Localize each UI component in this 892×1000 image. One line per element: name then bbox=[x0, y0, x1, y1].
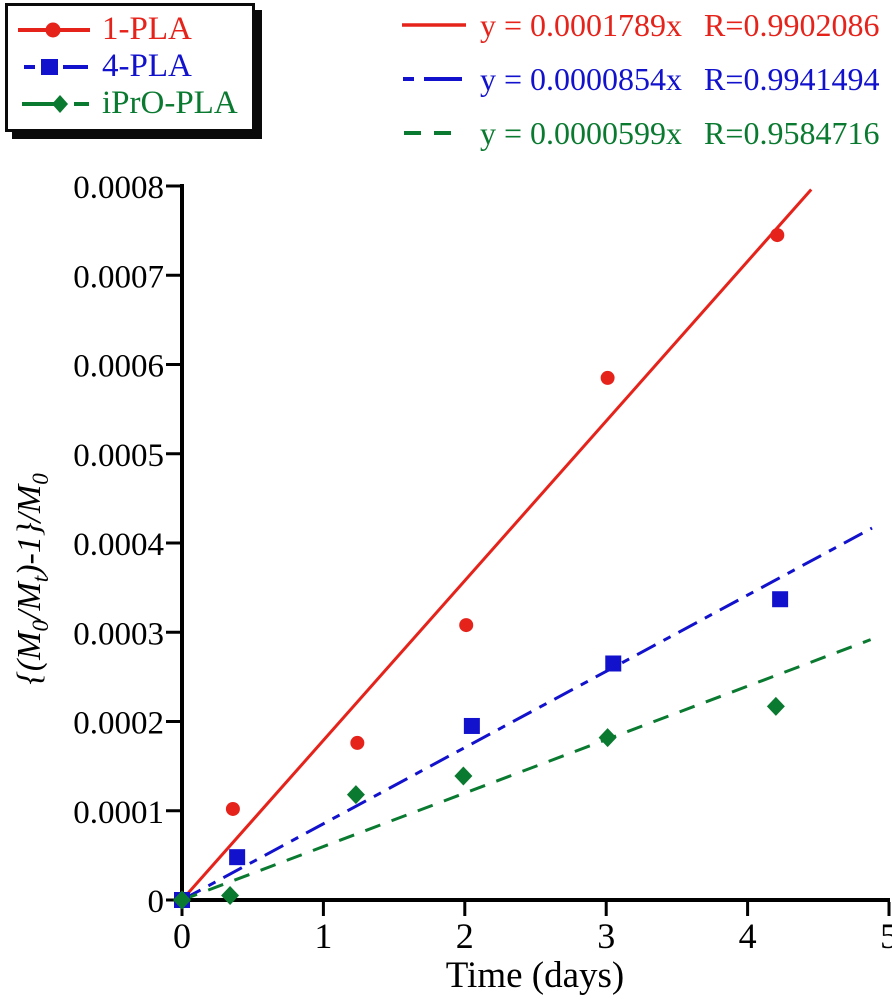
x-tick-label: 5 bbox=[880, 916, 892, 956]
equation-formula: y = 0.0000599x bbox=[480, 114, 683, 151]
dashed-line-square-marker-icon bbox=[24, 58, 88, 75]
equation-ipro-pla: y = 0.0000599x R=0.9584716 bbox=[400, 114, 879, 152]
x-tick-label: 4 bbox=[739, 916, 757, 956]
equation-r-value: R=0.9941494 bbox=[704, 60, 880, 97]
fit-line-4-PLA bbox=[181, 526, 873, 902]
dash-long-dash-line-sample-icon bbox=[403, 77, 462, 81]
legend-item-4pla: 4-PLA bbox=[16, 48, 238, 85]
y-axis-title-part: 0 bbox=[27, 473, 54, 485]
data-point-1-PLA bbox=[225, 801, 240, 816]
y-tick-label: 0.0006 bbox=[73, 349, 164, 385]
dash-dash-line-sample-icon bbox=[404, 131, 451, 135]
legend-item-ipro-pla: iPrO-PLA bbox=[16, 85, 238, 122]
equation-formula: y = 0.0000854x bbox=[480, 60, 683, 97]
y-axis-title-part: 0 bbox=[27, 619, 54, 632]
y-axis-title: {(M0/Mt)-1}/M0 bbox=[11, 429, 54, 729]
data-point-iPrO-PLA bbox=[598, 728, 617, 748]
data-point-iPrO-PLA bbox=[346, 785, 365, 805]
legend: 1-PLA 4-PLA iPrO-PLA bbox=[5, 3, 255, 132]
data-point-iPrO-PLA bbox=[454, 766, 473, 786]
data-point-4-PLA bbox=[463, 717, 480, 734]
y-axis-title-part: )-1}/ bbox=[11, 513, 48, 576]
legend-label: iPrO-PLA bbox=[102, 85, 238, 121]
legend-item-1pla: 1-PLA bbox=[16, 11, 238, 48]
x-tick-label: 0 bbox=[173, 916, 191, 956]
data-point-iPrO-PLA bbox=[221, 886, 240, 906]
equation-1pla: y = 0.0001789x R=0.9902086 bbox=[400, 6, 879, 44]
x-axis-title: Time (days) bbox=[445, 955, 625, 996]
dashed-line-diamond-marker-icon bbox=[22, 94, 89, 113]
y-axis-title-part: t bbox=[27, 575, 54, 583]
data-point-1-PLA bbox=[600, 370, 615, 385]
legend-label: 4-PLA bbox=[102, 48, 192, 84]
equation-formula: y = 0.0001789x bbox=[480, 6, 683, 43]
solid-line-circle-marker-icon bbox=[18, 22, 90, 37]
data-point-4-PLA bbox=[605, 655, 622, 672]
y-axis-title-part: M bbox=[11, 631, 48, 660]
data-point-1-PLA bbox=[350, 735, 365, 750]
y-tick-label: 0.0001 bbox=[73, 795, 164, 831]
y-tick-label: 0.0008 bbox=[73, 170, 164, 206]
data-point-iPrO-PLA bbox=[766, 696, 785, 716]
fit-line-iPrO-PLA bbox=[181, 638, 872, 902]
equation-r-value: R=0.9584716 bbox=[704, 114, 880, 151]
x-tick-label: 3 bbox=[597, 916, 615, 956]
y-tick-label: 0 bbox=[148, 884, 165, 920]
y-tick-label: 0.0002 bbox=[73, 706, 164, 742]
solid-line-sample-icon bbox=[402, 23, 466, 27]
y-axis-title-part: M bbox=[11, 582, 48, 611]
y-tick-label: 0.0004 bbox=[73, 527, 164, 563]
y-axis-title-part: {( bbox=[11, 659, 48, 685]
data-point-iPrO-PLA bbox=[173, 890, 191, 910]
y-axis-title-part: M bbox=[11, 484, 48, 514]
fit-equations: y = 0.0001789x R=0.9902086 y = 0.0000854… bbox=[400, 6, 879, 168]
x-tick-label: 2 bbox=[456, 916, 474, 956]
y-tick-label: 0.0003 bbox=[73, 616, 164, 652]
fit-line-1-PLA bbox=[180, 188, 813, 901]
legend-label: 1-PLA bbox=[102, 11, 192, 47]
data-point-4-PLA bbox=[229, 849, 246, 866]
y-tick-label: 0.0005 bbox=[73, 438, 164, 474]
equation-4pla: y = 0.0000854x R=0.9941494 bbox=[400, 60, 879, 98]
y-axis-title-part: / bbox=[11, 610, 48, 620]
x-tick-label: 1 bbox=[314, 916, 332, 956]
data-point-1-PLA bbox=[459, 618, 474, 633]
y-tick-label: 0.0007 bbox=[73, 259, 164, 295]
equation-r-value: R=0.9902086 bbox=[704, 6, 880, 43]
data-point-1-PLA bbox=[770, 228, 785, 243]
data-point-4-PLA bbox=[772, 591, 789, 608]
